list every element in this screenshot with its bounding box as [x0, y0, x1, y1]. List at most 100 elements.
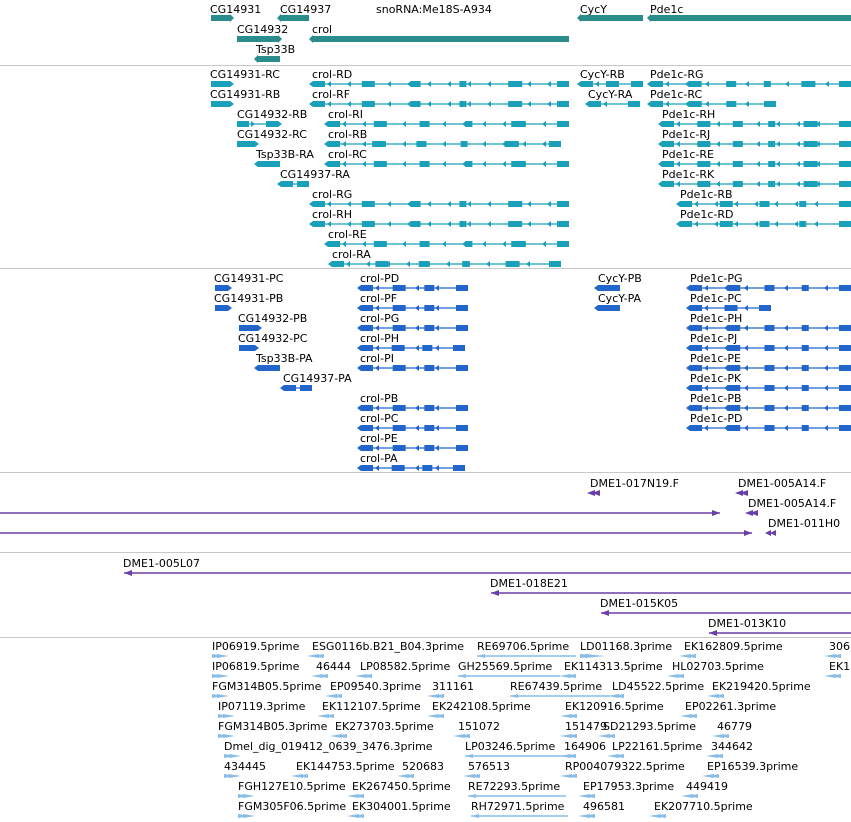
- feature-label-pde1c-rd[interactable]: Pde1c-RD: [680, 208, 734, 221]
- feature-label-cg14931-rb[interactable]: CG14931-RB: [210, 88, 281, 101]
- feature-glyph-crol-rg[interactable]: [0, 66, 851, 269]
- feature-glyph-ek267450-5prime[interactable]: [0, 638, 851, 822]
- feature-label-dme1-013k10[interactable]: DME1-013K10: [708, 617, 787, 630]
- feature-glyph-esg0116b-b21-b04-3prime[interactable]: [0, 638, 851, 822]
- feature-glyph-gh25569-5prime[interactable]: [0, 638, 851, 822]
- feature-label-pde1c-rg[interactable]: Pde1c-RG: [650, 68, 704, 81]
- feature-glyph-ek120916-5prime[interactable]: [0, 638, 851, 822]
- feature-label-pde1c-pj[interactable]: Pde1c-PJ: [690, 332, 738, 345]
- feature-glyph-tsp33b[interactable]: [0, 0, 851, 66]
- feature-label-gh25569-5prime[interactable]: GH25569.5prime: [458, 660, 553, 673]
- feature-label-re69706-5prime[interactable]: RE69706.5prime: [477, 640, 570, 653]
- feature-glyph-344642[interactable]: [0, 638, 851, 822]
- feature-glyph-46444[interactable]: [0, 638, 851, 822]
- feature-label-151072[interactable]: 151072: [458, 720, 500, 733]
- feature-glyph-311161[interactable]: [0, 638, 851, 822]
- feature-label-306[interactable]: 306: [829, 640, 850, 653]
- feature-label-dme1-015k05[interactable]: DME1-015K05: [600, 597, 679, 610]
- feature-label-cg14932[interactable]: CG14932: [237, 23, 289, 36]
- feature-glyph-ek1[interactable]: [0, 638, 851, 822]
- feature-glyph-crol-rc[interactable]: [0, 66, 851, 269]
- feature-glyph-ip06919-5prime[interactable]: [0, 638, 851, 822]
- feature-glyph-ek207710-5prime[interactable]: [0, 638, 851, 822]
- feature-glyph-pde1c-rj[interactable]: [0, 66, 851, 269]
- feature-glyph-ek114313-5prime[interactable]: [0, 638, 851, 822]
- feature-glyph-cg14931-rc[interactable]: [0, 66, 851, 269]
- feature-glyph-dme1-017n19-f[interactable]: [0, 473, 851, 553]
- feature-glyph-496581[interactable]: [0, 638, 851, 822]
- feature-glyph-449419[interactable]: [0, 638, 851, 822]
- feature-glyph-ld45522-5prime[interactable]: [0, 638, 851, 822]
- feature-glyph-cycy-ra[interactable]: [0, 66, 851, 269]
- feature-label-dme1-005a14-f[interactable]: DME1-005A14.F: [748, 497, 837, 510]
- feature-label-ek273703-5prime[interactable]: EK273703.5prime: [335, 720, 434, 733]
- feature-glyph-cg14931-pc[interactable]: [0, 269, 851, 473]
- feature-label-496581[interactable]: 496581: [583, 800, 625, 813]
- feature-glyph-ip06819-5prime[interactable]: [0, 638, 851, 822]
- feature-glyph-pde1c-pd[interactable]: [0, 269, 851, 473]
- feature-glyph-pde1c-pk[interactable]: [0, 269, 851, 473]
- feature-glyph-crol-pf[interactable]: [0, 269, 851, 473]
- feature-glyph-576513[interactable]: [0, 638, 851, 822]
- feature-glyph-cg14932-pb[interactable]: [0, 269, 851, 473]
- feature-glyph-lp03246-5prime[interactable]: [0, 638, 851, 822]
- feature-glyph-pde1c-rc[interactable]: [0, 66, 851, 269]
- feature-label-46444[interactable]: 46444: [316, 660, 351, 673]
- feature-glyph-cg14931[interactable]: [0, 0, 851, 66]
- feature-label-crol-ph[interactable]: crol-PH: [360, 332, 399, 345]
- feature-glyph-crol-ri[interactable]: [0, 66, 851, 269]
- feature-glyph-pde1c-rh[interactable]: [0, 66, 851, 269]
- feature-label-ek242108-5prime[interactable]: EK242108.5prime: [432, 700, 531, 713]
- feature-glyph-pde1c-pg[interactable]: [0, 269, 851, 473]
- feature-glyph-ep17953-3prime[interactable]: [0, 638, 851, 822]
- feature-label-pde1c-pb[interactable]: Pde1c-PB: [690, 392, 742, 405]
- feature-glyph-dmel-dig-019412-0639-3476-3prime[interactable]: [0, 638, 851, 822]
- feature-label-ep16539-3prime[interactable]: EP16539.3prime: [707, 760, 799, 773]
- feature-label-tsp33b-ra[interactable]: Tsp33B-RA: [256, 148, 314, 161]
- feature-glyph-cycy-pa[interactable]: [0, 269, 851, 473]
- feature-glyph-ek144753-5prime[interactable]: [0, 638, 851, 822]
- feature-label-pde1c-pg[interactable]: Pde1c-PG: [690, 272, 743, 285]
- feature-glyph-ek304001-5prime[interactable]: [0, 638, 851, 822]
- feature-glyph-dme1-013k10[interactable]: [0, 553, 851, 638]
- feature-glyph-46779[interactable]: [0, 638, 851, 822]
- feature-glyph-cg14931-rb[interactable]: [0, 66, 851, 269]
- feature-label-ek162809-5prime[interactable]: EK162809.5prime: [684, 640, 783, 653]
- feature-glyph-re67439-5prime[interactable]: [0, 638, 851, 822]
- feature-label-cycy-ra[interactable]: CycY-RA: [588, 88, 633, 101]
- feature-label-crol-rd[interactable]: crol-RD: [312, 68, 353, 81]
- feature-glyph-306[interactable]: [0, 638, 851, 822]
- feature-label-crol[interactable]: crol: [312, 23, 333, 36]
- feature-label-pde1c-rb[interactable]: Pde1c-RB: [680, 188, 733, 201]
- feature-glyph-cg14937[interactable]: [0, 0, 851, 66]
- feature-glyph-fgm314b05-3prime[interactable]: [0, 638, 851, 822]
- feature-glyph-ek273703-5prime[interactable]: [0, 638, 851, 822]
- feature-glyph-crol-ph[interactable]: [0, 269, 851, 473]
- feature-glyph-unnamed-4[interactable]: [0, 473, 851, 553]
- feature-glyph-dme1-011h0[interactable]: [0, 473, 851, 553]
- feature-label-crol-rc[interactable]: crol-RC: [328, 148, 367, 161]
- feature-glyph-rp004079322-5prime[interactable]: [0, 638, 851, 822]
- feature-label-tsp33b[interactable]: Tsp33B: [256, 43, 296, 56]
- feature-label-pde1c-pd[interactable]: Pde1c-PD: [690, 412, 743, 425]
- feature-label-cg14937-pa[interactable]: CG14937-PA: [283, 372, 352, 385]
- feature-glyph-cg14931-pb[interactable]: [0, 269, 851, 473]
- feature-label-re72293-5prime[interactable]: RE72293.5prime: [468, 780, 561, 793]
- feature-label-ek144753-5prime[interactable]: EK144753.5prime: [296, 760, 395, 773]
- feature-label-fgm314b05-5prime[interactable]: FGM314B05.5prime: [212, 680, 322, 693]
- feature-label-pde1c-pe[interactable]: Pde1c-PE: [690, 352, 741, 365]
- feature-label-dme1-011h0[interactable]: DME1-011H0: [768, 517, 841, 530]
- feature-label-520683[interactable]: 520683: [402, 760, 444, 773]
- feature-glyph-tsp33b-ra[interactable]: [0, 66, 851, 269]
- feature-label-449419[interactable]: 449419: [686, 780, 728, 793]
- feature-glyph-crol-pa[interactable]: [0, 269, 851, 473]
- feature-glyph-dme1-015k05[interactable]: [0, 553, 851, 638]
- feature-glyph-cg14937-ra[interactable]: [0, 66, 851, 269]
- feature-label-ld01168-3prime[interactable]: LD01168.3prime: [580, 640, 673, 653]
- feature-glyph-ek242108-5prime[interactable]: [0, 638, 851, 822]
- feature-glyph-fgh127e10-5prime[interactable]: [0, 638, 851, 822]
- feature-glyph-151072[interactable]: [0, 638, 851, 822]
- feature-label-lp03246-5prime[interactable]: LP03246.5prime: [465, 740, 556, 753]
- feature-label-cg14931-pc[interactable]: CG14931-PC: [214, 272, 284, 285]
- feature-glyph-rh72971-5prime[interactable]: [0, 638, 851, 822]
